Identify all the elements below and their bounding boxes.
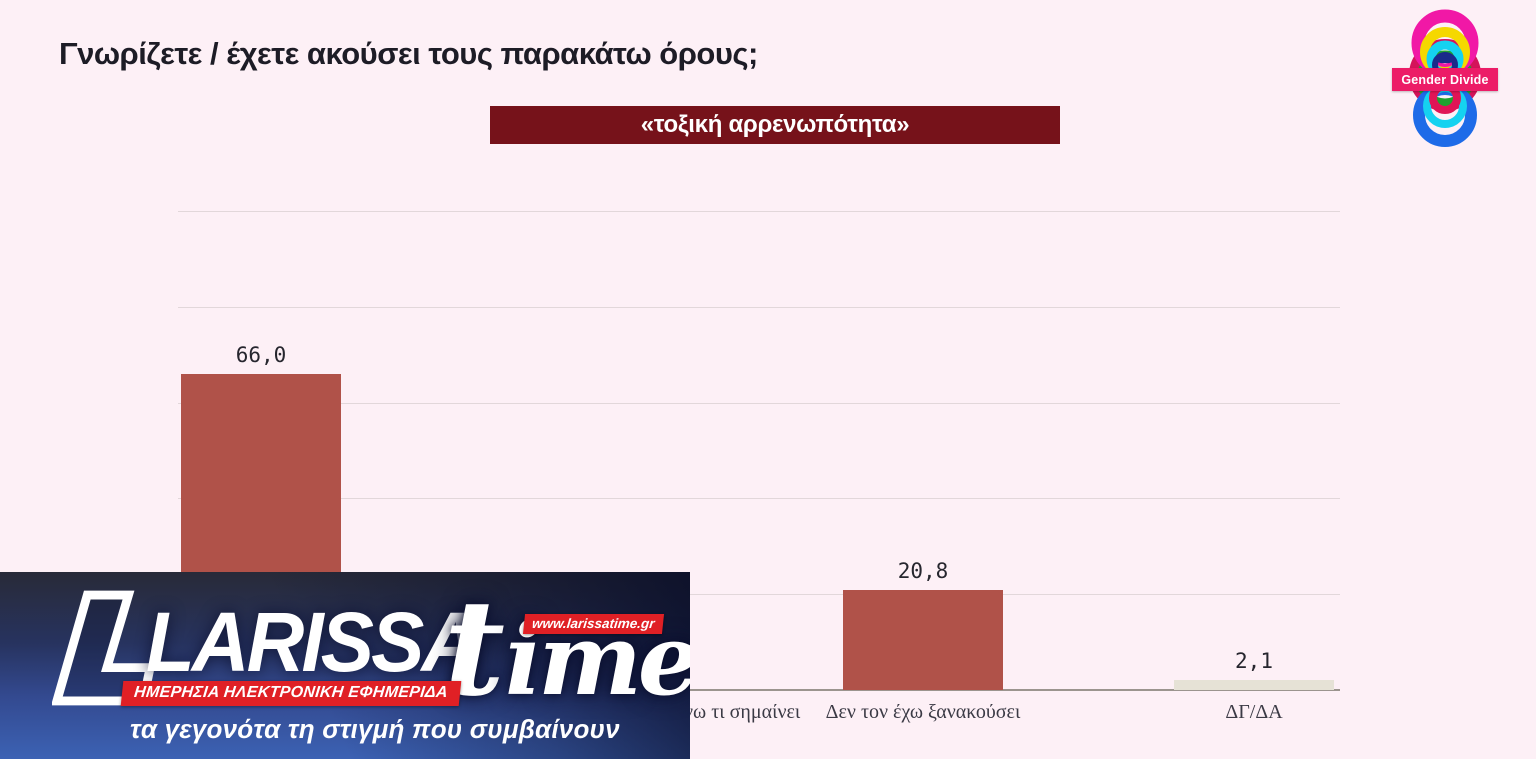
gridline <box>178 211 1340 212</box>
larissa-l-icon <box>52 590 154 706</box>
gender-divide-logo: Gender Divide <box>1390 5 1500 150</box>
website-url-badge: www.larissatime.gr <box>522 614 664 634</box>
page-title: Γνωρίζετε / έχετε ακούσει τους παρακάτω … <box>59 36 758 71</box>
gridline <box>178 403 1340 404</box>
bar-value-label: 20,8 <box>897 559 949 583</box>
larissa-tagline: τα γεγονότα τη στιγμή που συμβαίνουν <box>130 714 620 744</box>
x-axis-label: νω τι σημαίνει <box>684 701 801 723</box>
larissa-wordmark: LARISSA <box>146 595 479 689</box>
larissatime-logo-banner: LARISSA t ime www.larissatime.gr ΗΜΕΡΗΣΙΑ… <box>0 572 690 759</box>
bar <box>1174 680 1334 690</box>
bar-value-label: 2,1 <box>1235 649 1273 673</box>
gridline <box>178 498 1340 499</box>
x-axis-label: Δεν τον έχω ξανακούσει <box>825 701 1021 723</box>
gender-divide-label: Gender Divide <box>1401 72 1489 87</box>
x-axis-label: ΔΓ/ΔΑ <box>1225 701 1283 723</box>
gridline <box>178 307 1340 308</box>
term-banner-label: «τοξική αρρενωπότητα» <box>640 111 910 138</box>
bar <box>843 590 1003 690</box>
x-axis-line <box>178 689 1340 691</box>
gender-divide-banner: Gender Divide <box>1392 68 1498 91</box>
term-banner: «τοξική αρρενωπότητα» <box>490 106 1060 144</box>
gridline <box>178 594 1340 595</box>
time-wordmark: t ime <box>444 583 690 722</box>
bar-value-label: 66,0 <box>235 343 287 367</box>
newspaper-subtitle-badge: ΗΜΕΡΗΣΙΑ ΗΛΕΚΤΡΟΝΙΚΗ ΕΦΗΜΕΡΙΔΑ <box>120 681 462 706</box>
